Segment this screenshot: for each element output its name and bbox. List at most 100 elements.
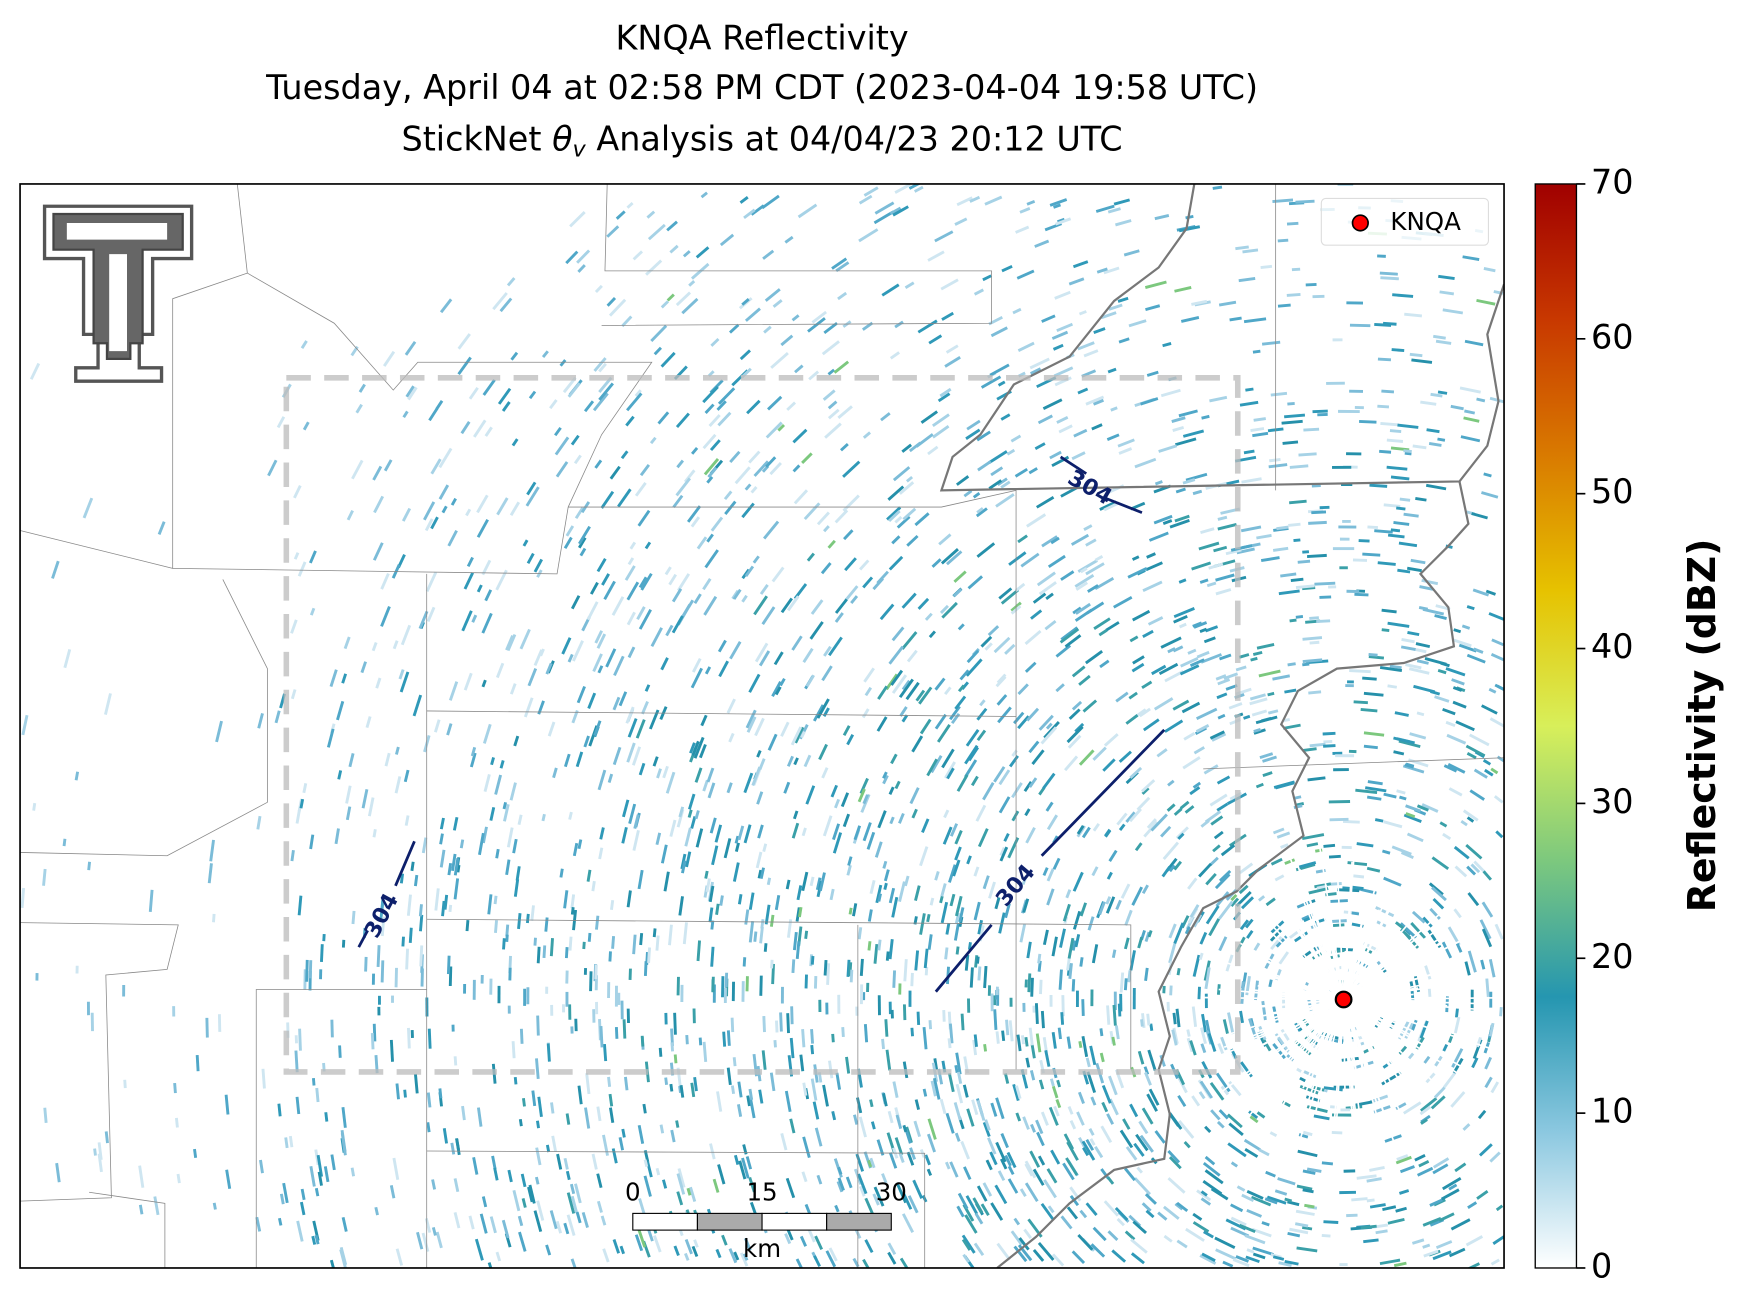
radar-echo — [1393, 521, 1410, 526]
radar-echo — [1429, 907, 1441, 920]
radar-echo — [1016, 1034, 1022, 1052]
radar-echo — [1167, 647, 1176, 654]
radar-echo — [293, 552, 300, 560]
radar-echo — [501, 401, 511, 412]
radar-echo — [1027, 973, 1032, 993]
radar-echo — [1024, 629, 1042, 645]
radar-echo — [1020, 552, 1040, 568]
radar-echo — [874, 201, 895, 215]
radar-echo — [793, 583, 808, 600]
radar-echo — [831, 1111, 837, 1121]
radar-echo — [1296, 1246, 1318, 1253]
radar-echo — [577, 839, 583, 850]
radar-echo — [1363, 744, 1378, 750]
radar-echo — [521, 1198, 527, 1208]
radar-echo — [608, 1093, 614, 1107]
radar-echo — [376, 945, 381, 968]
radar-echo — [326, 728, 335, 748]
radar-echo — [728, 1248, 738, 1264]
radar-echo — [955, 1052, 962, 1075]
radar-echo — [1397, 423, 1419, 429]
radar-echo — [1437, 669, 1447, 675]
radar-echo — [373, 495, 385, 514]
radar-echo — [859, 958, 864, 976]
radar-echo — [898, 983, 902, 995]
radar-echo — [575, 1211, 582, 1224]
radar-echo — [1060, 1215, 1073, 1230]
radar-echo — [976, 542, 996, 558]
radar-echo — [1253, 417, 1266, 422]
radar-echo — [976, 707, 988, 721]
radar-echo — [1431, 856, 1450, 871]
radar-echo — [1161, 865, 1171, 878]
radar-echo — [1367, 780, 1383, 786]
radar-echo — [453, 857, 460, 876]
radar-echo — [1363, 731, 1385, 737]
radar-echo — [1386, 465, 1408, 471]
radar-echo — [842, 494, 860, 512]
radar-echo — [1235, 890, 1252, 908]
radar-echo — [1037, 960, 1042, 972]
radar-echo — [1046, 814, 1059, 831]
radar-echo — [670, 1129, 676, 1143]
radar-echo — [1000, 588, 1020, 605]
radar-echo — [677, 1168, 686, 1188]
radar-echo — [1051, 1085, 1059, 1099]
radar-echo — [898, 1152, 905, 1164]
radar-echo — [1181, 701, 1201, 714]
radar-echo — [1239, 400, 1259, 407]
radar-echo — [509, 501, 521, 516]
radar-echo — [1380, 276, 1399, 281]
radar-echo — [1390, 528, 1401, 533]
radar-echo — [431, 1226, 437, 1236]
radar-echo — [688, 793, 696, 810]
radar-echo — [1416, 804, 1429, 812]
radar-echo — [862, 576, 874, 589]
radar-echo — [1174, 514, 1190, 523]
radar-echo — [750, 486, 758, 494]
radar-echo — [1191, 299, 1208, 306]
radar-echo — [1404, 312, 1423, 318]
radar-echo — [712, 1178, 720, 1193]
radar-echo — [926, 913, 931, 923]
radar-echo — [1256, 1111, 1266, 1119]
radar-echo — [576, 685, 586, 704]
radar-echo — [1396, 789, 1406, 795]
radar-echo — [901, 592, 917, 609]
radar-echo — [955, 946, 960, 955]
radar-echo — [1225, 1218, 1247, 1231]
radar-echo — [435, 1231, 443, 1249]
radar-echo — [895, 1114, 903, 1130]
radar-echo — [1252, 349, 1261, 354]
radar-echo — [1167, 779, 1175, 787]
radar-echo — [341, 1107, 347, 1128]
radar-echo — [519, 628, 531, 650]
radar-echo — [952, 859, 961, 877]
radar-echo — [1287, 402, 1295, 406]
radar-echo — [1008, 551, 1027, 566]
radar-echo — [1024, 1182, 1039, 1202]
radar-echo — [1244, 1234, 1266, 1245]
radar-echo — [1186, 1029, 1191, 1037]
radar-echo — [483, 774, 491, 793]
colorbar-tick-label: 50 — [1591, 472, 1634, 511]
radar-echo — [976, 507, 984, 514]
radar-echo — [882, 771, 888, 779]
radar-echo — [1217, 523, 1237, 531]
radar-echo — [644, 684, 651, 692]
radar-echo — [1335, 754, 1355, 758]
radar-echo — [974, 1212, 984, 1225]
radar-echo — [754, 642, 769, 663]
radar-echo — [718, 660, 729, 678]
radar-echo — [789, 1118, 796, 1134]
radar-echo — [1090, 1096, 1097, 1106]
radar-echo — [600, 1215, 607, 1226]
radar-echo — [1132, 609, 1151, 622]
radar-echo — [1447, 763, 1466, 774]
radar-echo — [1040, 1010, 1045, 1029]
radar-echo — [592, 392, 609, 412]
radar-echo — [62, 838, 67, 847]
radar-echo — [883, 869, 890, 882]
radar-echo — [1144, 1071, 1152, 1086]
radar-echo — [691, 740, 700, 756]
